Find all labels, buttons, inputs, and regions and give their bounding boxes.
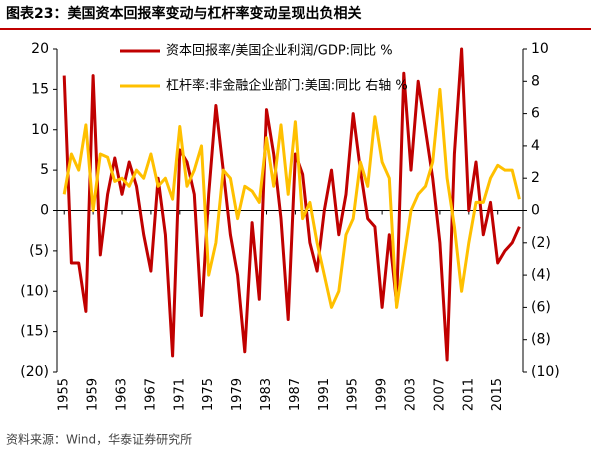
x-tick-label: 2007 bbox=[432, 378, 447, 411]
x-tick-label: 1983 bbox=[259, 378, 274, 411]
y2-tick-label: 0 bbox=[531, 203, 540, 219]
y2-tick-label: 2 bbox=[531, 170, 540, 186]
x-tick-label: 2011 bbox=[461, 378, 476, 411]
x-tick-label: 1967 bbox=[143, 378, 158, 411]
x-tick-label: 1999 bbox=[375, 378, 390, 411]
y2-tick-label: 4 bbox=[531, 138, 540, 154]
y-tick-label: 5 bbox=[40, 162, 49, 178]
x-tick-label: 1979 bbox=[230, 378, 245, 411]
y-tick-label: (20) bbox=[20, 364, 49, 380]
y2-tick-label: 10 bbox=[531, 41, 549, 57]
source-note: 资料来源：Wind，华泰证券研究所 bbox=[6, 432, 192, 447]
x-tick-label: 1991 bbox=[317, 378, 332, 411]
x-tick-label: 2015 bbox=[490, 378, 505, 411]
x-tick-label: 1975 bbox=[201, 378, 216, 411]
legend-label: 杠杆率:非金融企业部门:美国:同比 右轴 % bbox=[166, 78, 408, 94]
y-tick-label: 0 bbox=[40, 203, 49, 219]
y-tick-label: 10 bbox=[31, 122, 49, 138]
x-tick-label: 2003 bbox=[404, 378, 419, 411]
y-tick-label: 20 bbox=[31, 41, 49, 57]
y2-tick-label: (10) bbox=[531, 364, 560, 380]
y-tick-label: (15) bbox=[20, 324, 49, 340]
x-tick-label: 1995 bbox=[346, 378, 361, 411]
x-tick-label: 1955 bbox=[57, 378, 72, 411]
chart-title: 图表23：美国资本回报率变动与杠杆率变动呈现出负相关 bbox=[6, 5, 361, 22]
legend-label: 资本回报率/美国企业利润/GDP:同比 % bbox=[166, 43, 393, 59]
x-tick-label: 1987 bbox=[288, 378, 303, 411]
series-line bbox=[62, 47, 521, 362]
y2-tick-label: (8) bbox=[531, 332, 551, 348]
x-tick-label: 1963 bbox=[115, 378, 130, 411]
y2-tick-label: (6) bbox=[531, 299, 551, 315]
y2-tick-label: (4) bbox=[531, 267, 551, 283]
y2-tick-label: 8 bbox=[531, 73, 540, 89]
y2-tick-label: (2) bbox=[531, 235, 551, 251]
y2-tick-label: 6 bbox=[531, 106, 540, 122]
x-tick-label: 1959 bbox=[86, 378, 101, 411]
y-tick-label: (5) bbox=[29, 243, 49, 259]
series-line bbox=[62, 87, 521, 309]
y-tick-label: (10) bbox=[20, 283, 49, 299]
y-tick-label: 15 bbox=[31, 81, 49, 97]
x-tick-label: 1971 bbox=[172, 378, 187, 411]
